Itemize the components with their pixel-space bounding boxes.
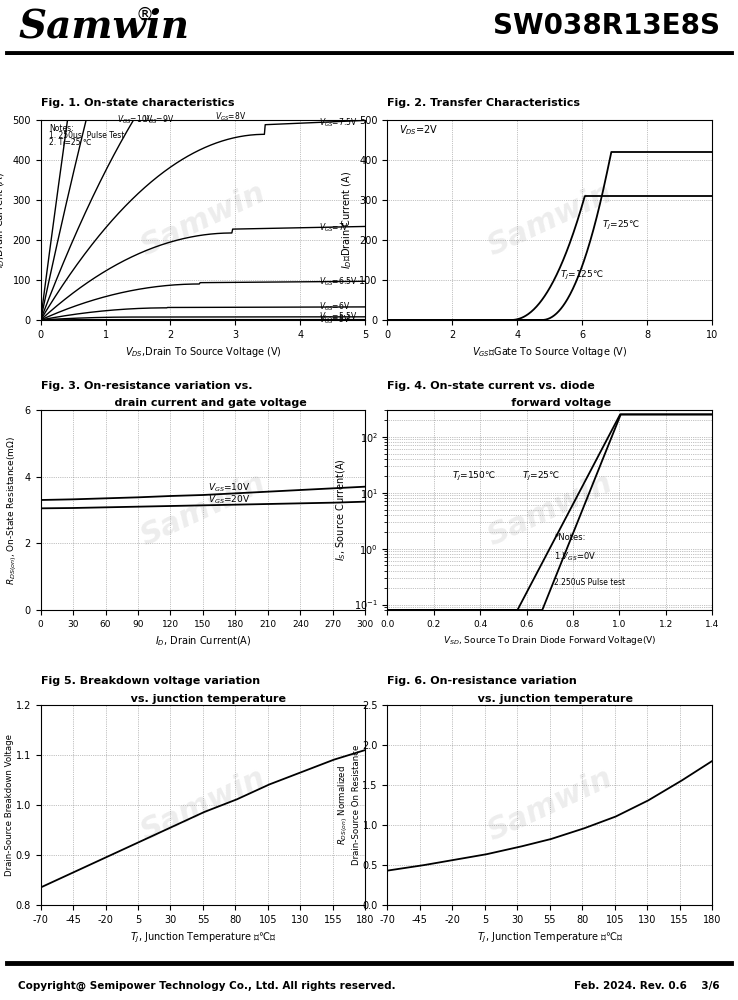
Text: $V_{GS}$=5.5V: $V_{GS}$=5.5V [319,311,357,323]
Text: vs. junction temperature: vs. junction temperature [120,694,286,704]
Text: Fig. 2. Transfer Characteristics: Fig. 2. Transfer Characteristics [387,98,581,108]
Y-axis label: $BV_{DSS}$ Normalized
Drain-Source Breakdown Voltage: $BV_{DSS}$ Normalized Drain-Source Break… [0,734,14,876]
Text: $V_{GS}$=7V: $V_{GS}$=7V [319,221,348,234]
Text: ®: ® [135,6,153,24]
Text: Samwin: Samwin [483,178,617,262]
Text: Fig. 1. On-state characteristics: Fig. 1. On-state characteristics [41,98,234,108]
Y-axis label: $I_S$, Source Current(A): $I_S$, Source Current(A) [335,459,348,561]
Text: forward voltage: forward voltage [489,398,611,408]
Text: $V_{GS}$=6.5V: $V_{GS}$=6.5V [319,275,357,288]
Text: SW038R13E8S: SW038R13E8S [492,12,720,40]
Text: Fig 5. Breakdown voltage variation: Fig 5. Breakdown voltage variation [41,676,260,686]
X-axis label: $V_{DS}$,Drain To Source Voltage (V): $V_{DS}$,Drain To Source Voltage (V) [125,345,281,359]
Text: $T_J$=25℃: $T_J$=25℃ [601,219,640,232]
Text: Fig. 6. On-resistance variation: Fig. 6. On-resistance variation [387,676,577,686]
Text: $V_{GS}$=8V: $V_{GS}$=8V [215,111,246,123]
Text: $T_J$=150℃: $T_J$=150℃ [452,470,496,483]
Text: $V_{GS}$=7.5V: $V_{GS}$=7.5V [319,116,357,129]
Text: 1. 250μs  Pulse Test: 1. 250μs Pulse Test [49,131,125,140]
Text: Copyright@ Semipower Technology Co., Ltd. All rights reserved.: Copyright@ Semipower Technology Co., Ltd… [18,981,396,991]
Text: $V_{DS}$=2V: $V_{DS}$=2V [399,123,438,137]
Text: $V_{GS}$=20V: $V_{GS}$=20V [208,494,251,506]
Text: $V_{GS}$=6V: $V_{GS}$=6V [319,301,350,313]
Text: vs. junction temperature: vs. junction temperature [466,694,633,704]
Text: Notes:: Notes: [49,124,74,133]
Y-axis label: $R_{DS(on)}$ Normalized
Drain-Source On Resistance: $R_{DS(on)}$ Normalized Drain-Source On … [337,745,361,865]
Text: Samwin: Samwin [136,468,270,552]
Text: $T_J$=125℃: $T_J$=125℃ [559,269,604,282]
X-axis label: $T_J$, Junction Temperature （℃）: $T_J$, Junction Temperature （℃） [130,930,276,945]
Text: $T_J$=25℃: $T_J$=25℃ [522,470,560,483]
Text: *Notes:: *Notes: [554,533,586,542]
Text: Fig. 3. On-resistance variation vs.: Fig. 3. On-resistance variation vs. [41,381,252,391]
Text: Feb. 2024. Rev. 0.6    3/6: Feb. 2024. Rev. 0.6 3/6 [574,981,720,991]
Text: Samwin: Samwin [483,763,617,847]
Text: $V_{GS}$=10V: $V_{GS}$=10V [208,482,251,494]
Text: 2.250uS Pulse test: 2.250uS Pulse test [554,578,626,587]
Text: Samwin: Samwin [136,178,270,262]
X-axis label: $I_D$, Drain Current(A): $I_D$, Drain Current(A) [155,634,251,648]
X-axis label: $V_{GS}$，Gate To Source Voltage (V): $V_{GS}$，Gate To Source Voltage (V) [472,345,627,359]
Text: Samwin: Samwin [483,468,617,552]
Y-axis label: $I_D$，Drain Current (A): $I_D$，Drain Current (A) [340,171,354,269]
Text: Samwin: Samwin [136,763,270,847]
Text: $V_{GS}$=10V: $V_{GS}$=10V [117,114,153,126]
Text: $V_{GS}$=9V: $V_{GS}$=9V [142,114,174,126]
Text: Samwin: Samwin [18,7,190,45]
Text: $V_{GS}$=5V: $V_{GS}$=5V [319,313,350,326]
Y-axis label: $R_{DS(on)}$, On-State Resistance(mΩ): $R_{DS(on)}$, On-State Resistance(mΩ) [5,435,19,585]
X-axis label: $T_J$, Junction Temperature （℃）: $T_J$, Junction Temperature （℃） [477,930,623,945]
Text: 2. Tⱼ=25 ℃: 2. Tⱼ=25 ℃ [49,138,92,147]
Text: drain current and gate voltage: drain current and gate voltage [99,398,307,408]
X-axis label: $V_{SD}$, Source To Drain Diode Forward Voltage(V): $V_{SD}$, Source To Drain Diode Forward … [443,634,657,647]
Text: 1.$V_{GS}$=0V: 1.$V_{GS}$=0V [554,550,597,563]
Text: Fig. 4. On-state current vs. diode: Fig. 4. On-state current vs. diode [387,381,596,391]
Y-axis label: $I_D$,Drain Current (A): $I_D$,Drain Current (A) [0,172,7,268]
